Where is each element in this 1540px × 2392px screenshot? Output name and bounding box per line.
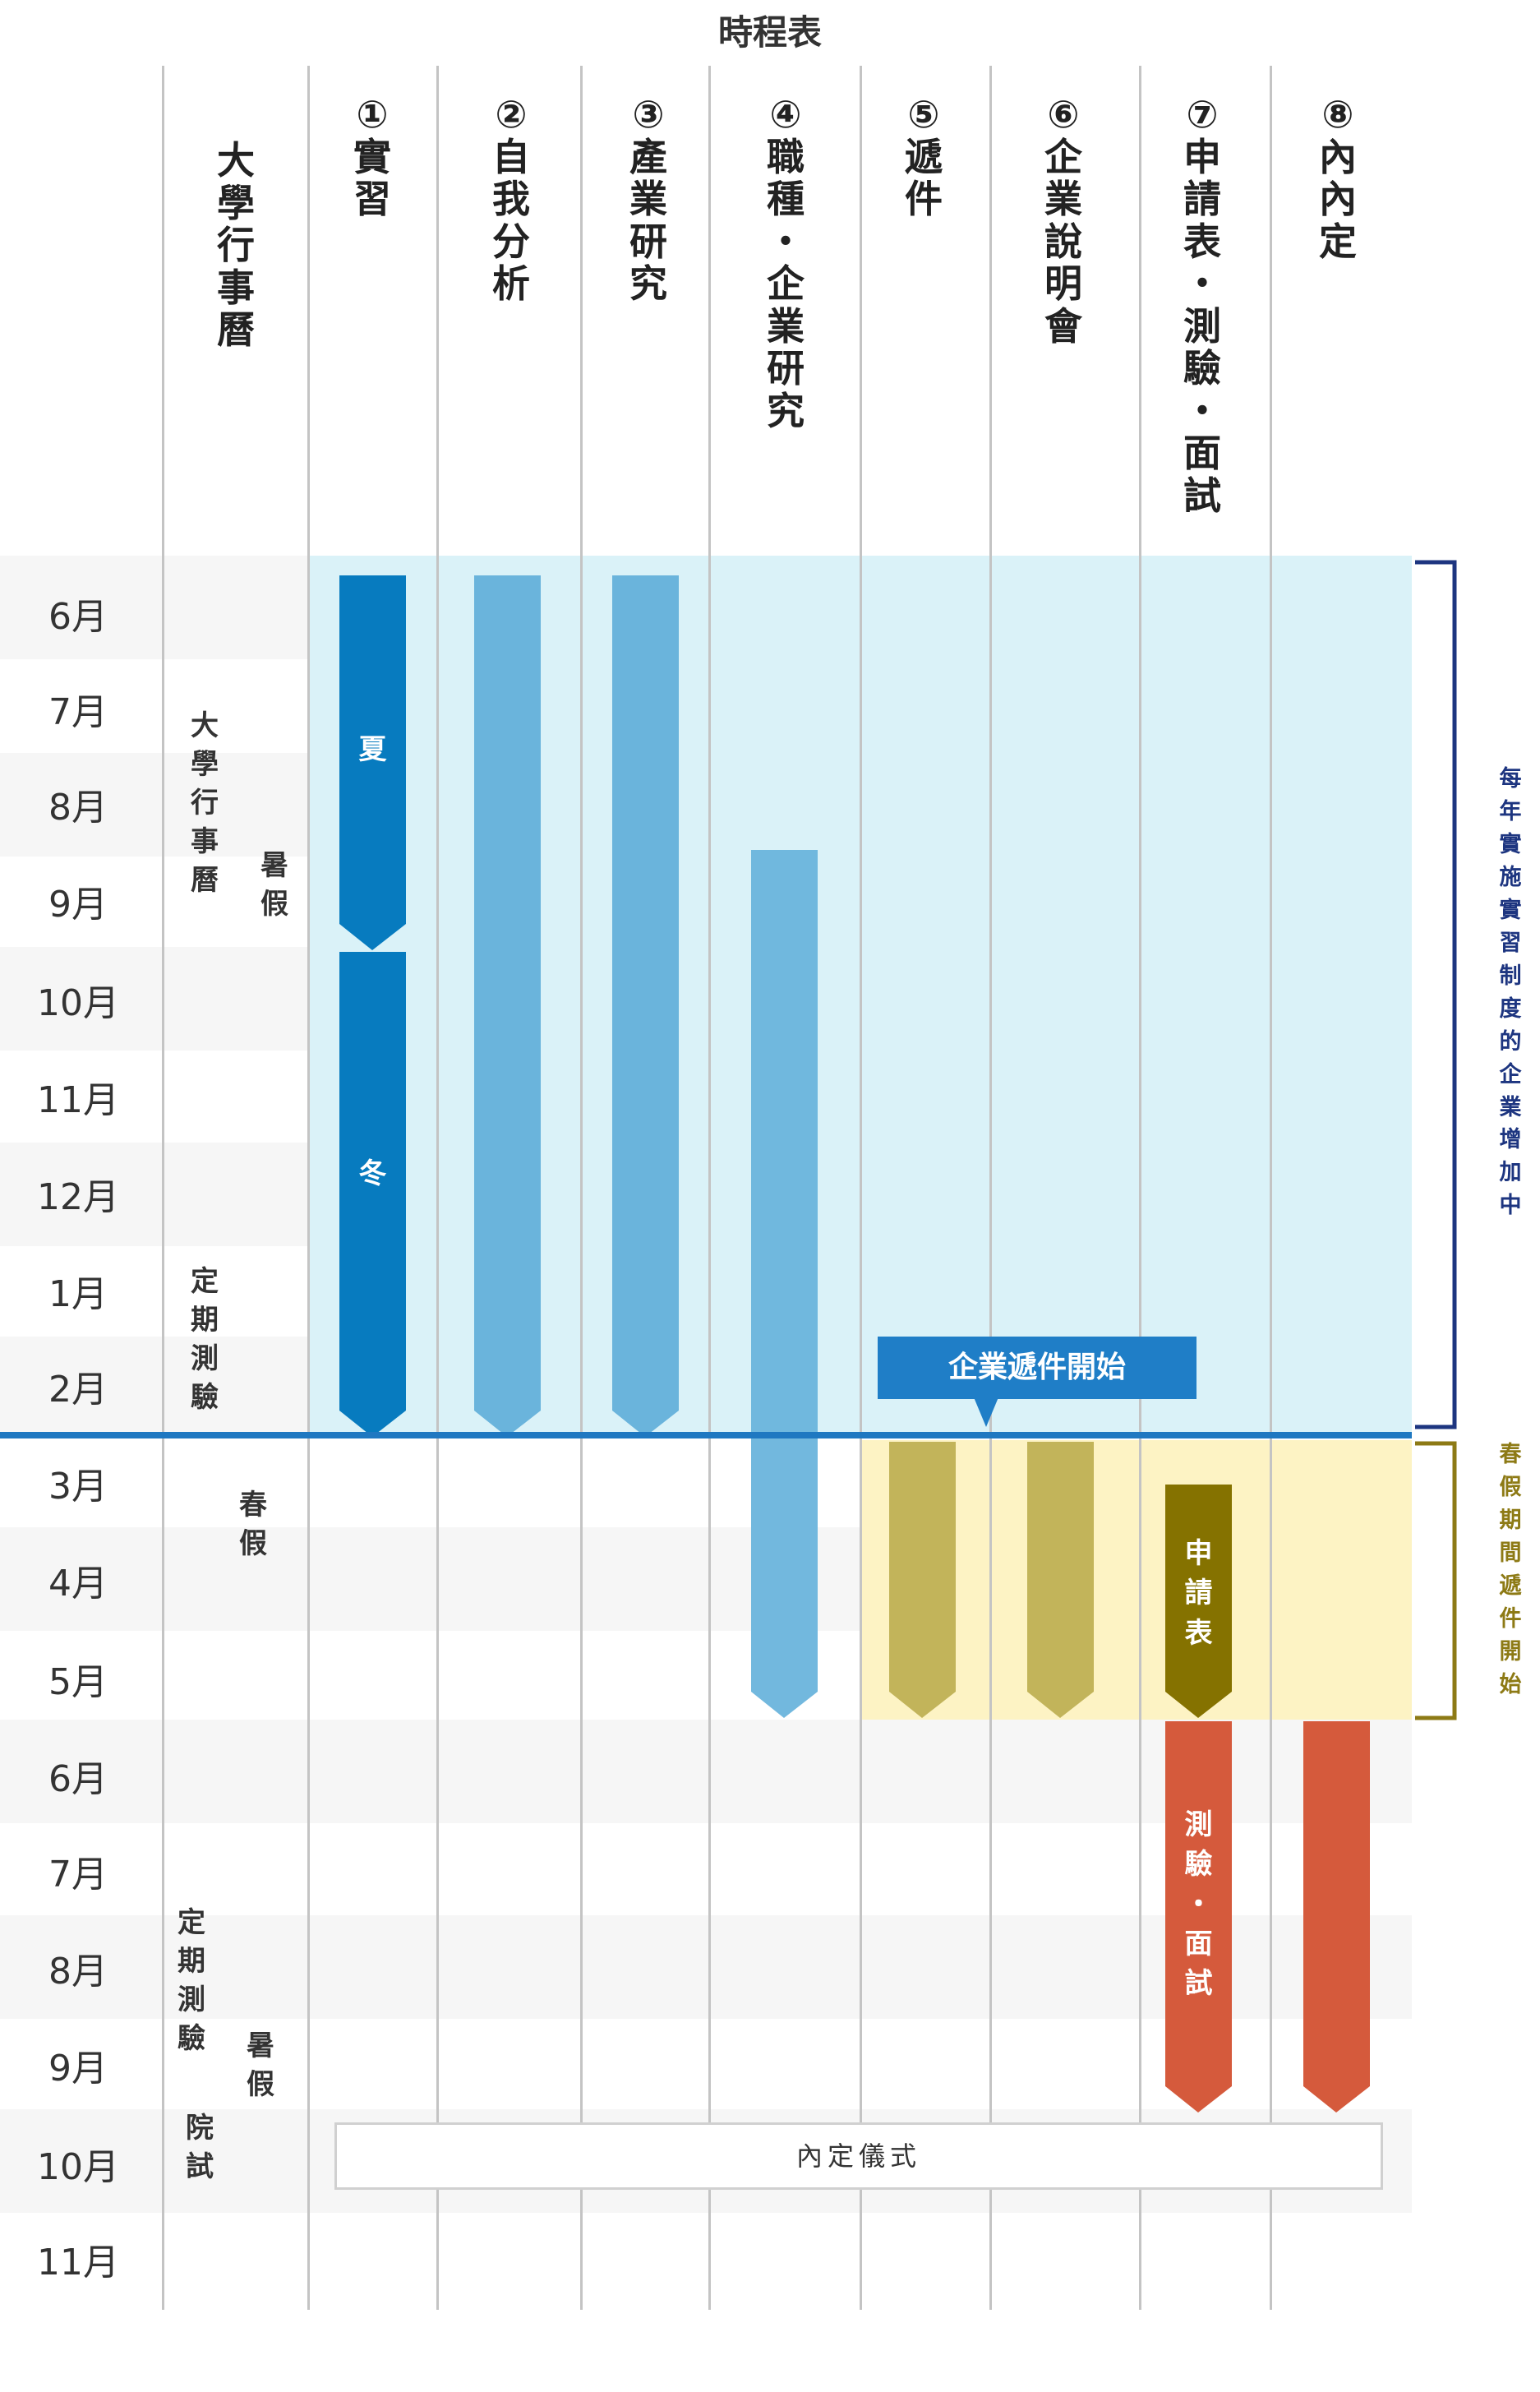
- column-label: 產業研究: [629, 134, 667, 307]
- informal-offer-ceremony-box: 內定儀式: [334, 2122, 1383, 2190]
- month-label: 7月: [48, 1854, 108, 1896]
- calendar-note-spring-break: 春假: [239, 1489, 267, 1560]
- month-label: 7月: [48, 691, 108, 733]
- bar-internship-winter: [339, 952, 406, 1437]
- divider-line: [0, 1432, 1412, 1438]
- bar-self-analysis: [474, 575, 541, 1437]
- row-stripe: [0, 753, 308, 857]
- bar-informal-offer: [1303, 1721, 1370, 2113]
- column-number: ⑦: [1186, 92, 1219, 136]
- bar-company-briefing: [1027, 1442, 1094, 1718]
- column-header-informal-offer: ⑧ 內內定: [1313, 92, 1362, 264]
- grid-line: [162, 66, 164, 2310]
- month-label: 8月: [48, 1951, 108, 1993]
- calendar-note-regular-exam: 定期測驗: [191, 1265, 219, 1414]
- column-number: ④: [769, 92, 802, 136]
- grid-line: [1139, 66, 1141, 2310]
- column-header-internship: ① 實習: [348, 92, 397, 222]
- row-stripe: [0, 1527, 860, 1631]
- side-note-spring-application: 春假期間遞件開始: [1499, 1442, 1522, 1697]
- column-number: ③: [632, 92, 665, 136]
- grid-line: [1270, 66, 1272, 2310]
- side-note-internship-increase: 每年實施實習制度的企業增加中: [1499, 766, 1522, 1219]
- bar-industry-research: [612, 575, 679, 1437]
- column-label: 遞件: [905, 134, 943, 222]
- month-label: 9月: [48, 2048, 108, 2090]
- grid-line: [436, 66, 439, 2310]
- month-label: 10月: [37, 982, 119, 1024]
- month-label: 6月: [48, 596, 108, 638]
- column-header-job-company-research: ④ 職種・企業研究: [761, 92, 810, 433]
- column-header-self-analysis: ② 自我分析: [486, 92, 536, 307]
- column-label: 企業說明會: [1044, 134, 1082, 349]
- bracket-spring: [1415, 1441, 1457, 1720]
- row-stripe: [0, 556, 308, 659]
- grid-line: [580, 66, 583, 2310]
- bar-submission: [889, 1442, 956, 1718]
- calendar-note-summer-break: 暑假: [261, 849, 288, 921]
- month-label: 5月: [48, 1661, 108, 1703]
- bracket-internship: [1415, 560, 1457, 1429]
- column-number: ①: [356, 92, 389, 136]
- month-label: 12月: [37, 1176, 119, 1218]
- column-header-application-test-interview: ⑦ 申請表・測驗・面試: [1178, 92, 1227, 518]
- callout-pointer: [974, 1397, 998, 1427]
- month-label: 2月: [48, 1369, 108, 1411]
- month-label: 6月: [48, 1758, 108, 1800]
- calendar-note-regular-exam-2: 定期測驗: [178, 1906, 205, 2055]
- row-stripe: [0, 947, 308, 1051]
- column-label: 申請表・測驗・面試: [1183, 134, 1221, 518]
- grid-line: [708, 66, 711, 2310]
- bar-test-interview: [1165, 1721, 1232, 2113]
- bar-label-winter: 冬: [358, 1157, 387, 1190]
- month-label: 3月: [48, 1466, 108, 1508]
- column-label: 實習: [353, 134, 391, 222]
- column-header-submission: ⑤ 遞件: [899, 92, 948, 222]
- column-number: ⑧: [1321, 92, 1354, 136]
- column-label: 職種・企業研究: [767, 134, 805, 433]
- grid-line: [989, 66, 992, 2310]
- month-label: 9月: [48, 884, 108, 926]
- grid-line: [860, 66, 862, 2310]
- column-label: 內內定: [1319, 134, 1357, 264]
- bar-label-test-interview: 測驗・面試: [1184, 1808, 1213, 2001]
- row-stripe: [0, 1143, 308, 1246]
- bar-job-company-research: [751, 850, 818, 1718]
- company-submission-start-callout: 企業遞件開始: [878, 1337, 1196, 1399]
- grid-line: [307, 66, 310, 2310]
- column-number: ⑥: [1047, 92, 1080, 136]
- page-title: 時程表: [717, 12, 822, 53]
- calendar-column-header: 大學行事曆: [217, 138, 255, 353]
- column-number: ⑤: [907, 92, 940, 136]
- month-label: 8月: [48, 787, 108, 829]
- bar-application-form: [1165, 1485, 1232, 1718]
- month-label: 4月: [48, 1563, 108, 1605]
- column-number: ②: [495, 92, 528, 136]
- bar-label-summer: 夏: [358, 733, 387, 766]
- month-label: 10月: [37, 2146, 119, 2188]
- calendar-note-graduate-exam: 院試: [186, 2112, 214, 2183]
- month-label: 1月: [48, 1273, 108, 1315]
- column-header-industry-research: ③ 產業研究: [624, 92, 673, 307]
- bar-internship-summer: [339, 575, 406, 950]
- month-label: 11月: [37, 2242, 119, 2283]
- bar-label-application-form: 申請表: [1184, 1537, 1213, 1650]
- column-label: 自我分析: [492, 134, 530, 307]
- month-label: 11月: [37, 1079, 119, 1121]
- calendar-note-summer-break-2: 暑假: [247, 2030, 274, 2101]
- column-header-company-briefing: ⑥ 企業說明會: [1039, 92, 1088, 349]
- row-stripe: [0, 1337, 308, 1438]
- calendar-note-university-calendar: 大學行事曆: [191, 709, 219, 897]
